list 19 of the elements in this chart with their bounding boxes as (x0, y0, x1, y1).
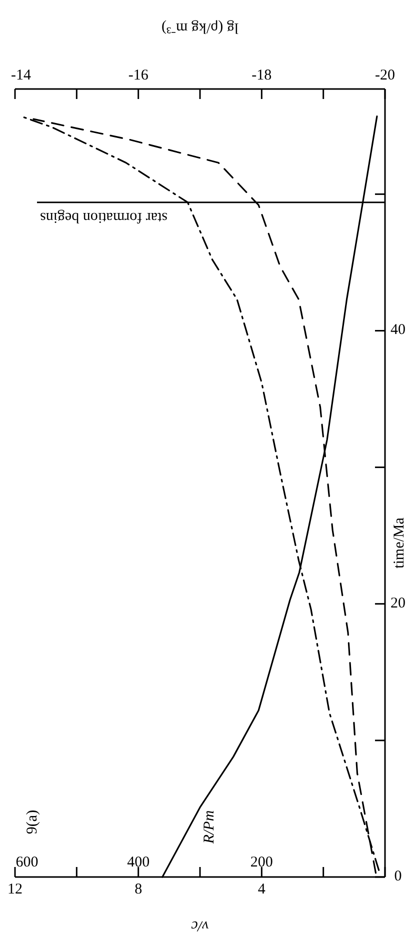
annotation: 600 (16, 854, 38, 870)
annotation: R/Pm (201, 810, 218, 845)
x2-tick-label: -16 (128, 67, 149, 84)
x2-tick-label: -18 (252, 67, 272, 84)
x-tick-label: 8 (134, 881, 142, 898)
y-tick-label: 20 (390, 595, 406, 612)
annotation: 400 (127, 854, 150, 870)
x2-tick-label: -20 (375, 67, 395, 84)
y-tick-label: 0 (394, 868, 402, 884)
x2-tick-label: -14 (11, 67, 32, 84)
ref-line-label: star formation begins (40, 208, 168, 225)
x-tick-label: 4 (258, 881, 266, 898)
x-tick-label: 12 (8, 881, 22, 898)
x2-axis-title: lg (ρ/kg m⁻³) (162, 20, 238, 36)
text: 9(a) (24, 810, 40, 834)
annotation: 200 (250, 854, 273, 870)
y-tick-label: 40 (390, 322, 406, 338)
x-axis-title: v/c (190, 918, 209, 934)
y-axis-title: time/Ma (391, 517, 408, 568)
